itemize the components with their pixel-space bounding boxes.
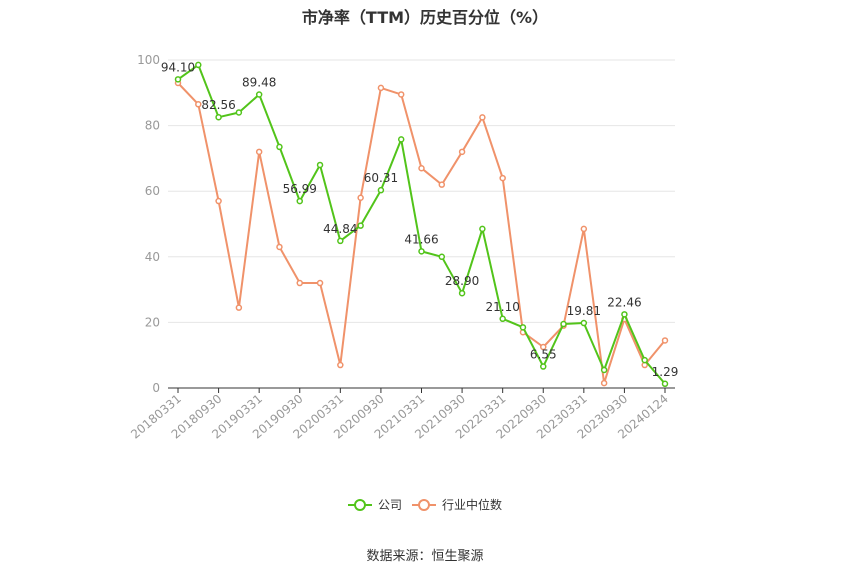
data-point: [458, 148, 466, 156]
data-point: [600, 366, 608, 374]
data-point: [661, 380, 669, 388]
data-point: [641, 356, 648, 364]
data-point: [560, 320, 567, 328]
data-point: [438, 253, 446, 261]
y-tick-label: 100: [137, 53, 160, 67]
legend-marker: [418, 499, 430, 511]
y-axis: 0 20 40 60 80 100: [137, 53, 160, 395]
data-label: 1.29: [652, 365, 679, 379]
data-point: [235, 109, 243, 116]
y-tick-label: 40: [145, 250, 160, 264]
series-lines: [174, 61, 669, 388]
legend-marker: [354, 499, 366, 511]
data-point: [255, 91, 263, 98]
data-point: [540, 343, 547, 351]
data-point: [458, 289, 466, 297]
chart-title: 市净率（TTM）历史百分位（%）: [301, 8, 549, 27]
data-label: 89.48: [242, 76, 276, 90]
data-label: 28.90: [445, 274, 479, 288]
data-label: 19.81: [567, 304, 601, 318]
y-tick-label: 80: [145, 119, 160, 133]
data-point: [235, 304, 243, 311]
data-label: 41.66: [404, 232, 438, 246]
data-point: [276, 143, 283, 151]
data-point: [296, 197, 303, 205]
data-point: [621, 311, 628, 318]
data-point: [276, 243, 283, 251]
y-tick-label: 0: [152, 381, 160, 395]
data-point: [195, 101, 202, 108]
legend-label: 行业中位数: [442, 497, 502, 512]
legend: 公司 行业中位数: [348, 497, 502, 512]
data-point: [397, 91, 405, 98]
grid-lines: [168, 59, 675, 323]
data-point: [499, 315, 506, 323]
data-point: [357, 222, 364, 229]
data-point: [519, 324, 527, 331]
data-label: 22.46: [607, 295, 641, 309]
data-label: 44.84: [323, 222, 357, 236]
data-point: [316, 279, 324, 287]
data-label: 82.56: [201, 98, 235, 112]
data-label: 6.55: [530, 348, 557, 362]
series-line: [177, 63, 666, 385]
data-point: [337, 237, 344, 245]
data-point: [174, 76, 182, 83]
data-point: [357, 194, 364, 202]
data-point: [215, 113, 222, 121]
data-point: [438, 181, 446, 188]
data-point: [377, 186, 385, 194]
data-point: [661, 337, 669, 344]
data-point: [479, 114, 486, 121]
data-point: [418, 164, 425, 172]
data-point: [255, 148, 263, 156]
data-point: [479, 225, 486, 233]
legend-label: 公司: [378, 498, 402, 512]
data-point: [316, 161, 324, 169]
data-point: [377, 84, 385, 92]
data-label: 94.10: [161, 60, 195, 74]
data-label: 21.10: [485, 300, 519, 314]
data-point: [418, 248, 425, 255]
data-point: [580, 225, 588, 233]
data-label: 56.99: [283, 182, 317, 196]
x-axis: 2018033120180930201903312019093020200331…: [128, 387, 675, 442]
data-point: [540, 363, 547, 370]
y-tick-label: 60: [145, 184, 160, 198]
data-point: [580, 319, 588, 327]
data-point: [600, 379, 608, 387]
source-note: 数据来源：恒生聚源: [366, 549, 484, 564]
data-point: [337, 361, 344, 369]
data-point: [215, 197, 222, 205]
data-labels: 94.10 82.56 89.48 56.99 44.84 60.31 41.66 28.90…: [161, 60, 679, 378]
data-point: [195, 61, 202, 69]
data-point: [499, 174, 506, 182]
y-tick-label: 20: [145, 315, 160, 329]
data-point: [296, 279, 303, 287]
data-point: [397, 136, 405, 143]
data-label: 60.31: [364, 171, 398, 185]
